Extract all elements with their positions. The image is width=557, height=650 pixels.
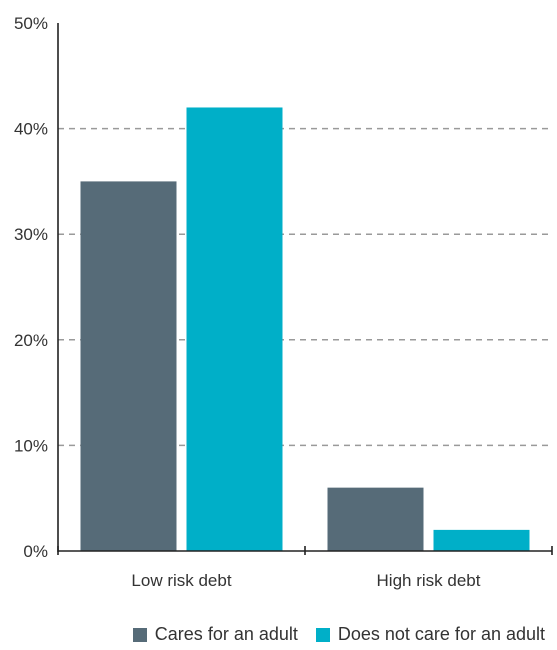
category-label: High risk debt — [377, 571, 481, 590]
y-tick-label: 30% — [14, 225, 48, 244]
y-tick-label: 50% — [14, 14, 48, 33]
y-tick-labels: 0% 10% 20% 30% 40% 50% — [14, 14, 48, 561]
legend-label-cares: Cares for an adult — [154, 624, 298, 644]
legend-item-cares: Cares for an adult — [132, 624, 298, 645]
y-tick-label: 10% — [14, 436, 48, 455]
bar-low-risk-debt-series-1 — [186, 107, 283, 551]
bar-chart: 0% 10% 20% 30% 40% 50% Low risk debt High risk… — [14, 14, 553, 590]
bars — [80, 107, 530, 551]
legend-item-not-care: Does not care for an adult — [315, 624, 545, 645]
bar-high-risk-debt-series-0 — [327, 487, 424, 551]
legend-label-not-care: Does not care for an adult — [337, 624, 545, 644]
bar-low-risk-debt-series-0 — [80, 181, 177, 551]
y-tick-label: 40% — [14, 120, 48, 139]
y-tick-label: 0% — [23, 542, 48, 561]
category-labels: Low risk debt High risk debt — [131, 571, 480, 590]
legend: Cares for an adult Does not care for an … — [0, 624, 557, 645]
axes — [57, 23, 553, 555]
category-label: Low risk debt — [131, 571, 231, 590]
y-tick-label: 20% — [14, 331, 48, 350]
legend-swatch-cares — [132, 627, 147, 642]
legend-swatch-not-care — [315, 627, 330, 642]
bar-high-risk-debt-series-1 — [433, 529, 530, 551]
